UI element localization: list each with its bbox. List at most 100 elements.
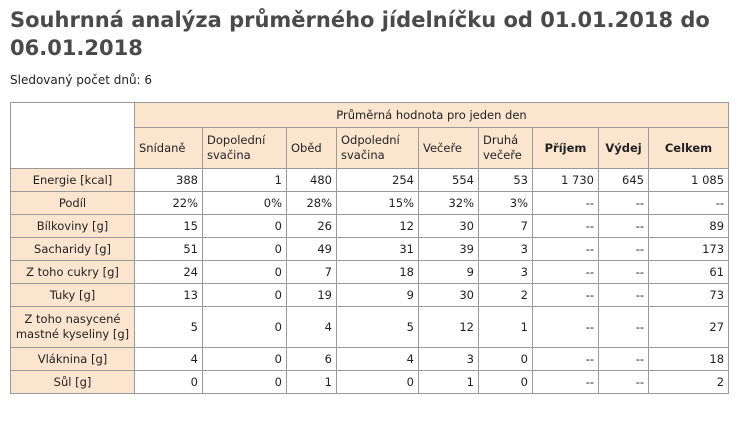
table-cell: -- [598,306,649,348]
table-cell: 39 [418,237,479,261]
table-cell: -- [532,283,599,307]
table-row: Sůl [g] 0 0 1 0 1 0 -- -- 2 [10,370,730,394]
table-cell: 18 [647,347,730,371]
col-header-vecere: Večeře [418,127,479,169]
table-row: Bílkoviny [g] 15 0 26 12 30 7 -- -- 89 [10,214,730,238]
row-label: Z toho cukry [g] [10,260,135,284]
table-cell: 7 [478,214,533,238]
table-cell: 12 [418,306,479,348]
table-cell: 0 [202,370,287,394]
row-label: Z toho nasycené mastné kyseliny [g] [10,306,135,348]
table-cell: 5 [336,306,419,348]
row-label: Podíl [10,191,135,215]
table-cell: 27 [647,306,730,348]
table-row: Podíl 22% 0% 28% 15% 32% 3% -- -- -- [10,191,730,215]
table-cell: 0 [478,370,533,394]
table-cell: 49 [286,237,337,261]
table-cell: 19 [286,283,337,307]
table-cell: -- [647,191,730,215]
table-cell: 18 [336,260,419,284]
table-cell: 6 [286,347,337,371]
table-cell: 3% [478,191,533,215]
days-count: Sledovaný počet dnů: 6 [10,73,153,87]
table-row: Z toho nasycené mastné kyseliny [g] 5 0 4 5 1… [10,306,730,348]
table-cell: 1 730 [532,168,599,192]
row-label: Vláknina [g] [10,347,135,371]
table-cell: 0 [202,347,287,371]
row-label: Sůl [g] [10,370,135,394]
table-cell: 9 [336,283,419,307]
table-cell: 31 [336,237,419,261]
table-cell: 24 [134,260,203,284]
col-header-druha-vecere: Druhá večeře [478,127,533,169]
table-cell: 0 [336,370,419,394]
group-header: Průměrná hodnota pro jeden den [133,102,730,128]
table-cell: 9 [418,260,479,284]
table-cell: -- [598,283,649,307]
table-cell: 0 [478,347,533,371]
table-cell: 30 [418,283,479,307]
table-row: Tuky [g] 13 0 19 9 30 2 -- -- 73 [10,283,730,307]
table-cell: 173 [647,237,730,261]
table-cell: 0 [202,214,287,238]
table-cell: 15% [336,191,419,215]
table-cell: 388 [134,168,203,192]
table-cell: 554 [418,168,479,192]
table-cell: 3 [478,260,533,284]
table-cell: 0 [202,283,287,307]
table-cell: -- [532,191,599,215]
summary-table: Průměrná hodnota pro jeden den Snídaně D… [10,102,730,394]
table-cell: 480 [286,168,337,192]
table-cell: -- [598,370,649,394]
table-cell: 73 [647,283,730,307]
table-cell: 645 [598,168,649,192]
row-label: Energie [kcal] [10,168,135,192]
table-cell: 28% [286,191,337,215]
table-cell: 51 [134,237,203,261]
table-cell: -- [532,347,599,371]
table-cell: -- [532,370,599,394]
table-cell: 32% [418,191,479,215]
table-cell: 2 [478,283,533,307]
table-cell: -- [598,214,649,238]
table-cell: -- [598,237,649,261]
table-cell: 0% [202,191,287,215]
table-cell: 4 [286,306,337,348]
table-cell: 4 [134,347,203,371]
table-row: Z toho cukry [g] 24 0 7 18 9 3 -- -- 61 [10,260,730,284]
row-label: Bílkoviny [g] [10,214,135,238]
table-row: Vláknina [g] 4 0 6 4 3 0 -- -- 18 [10,347,730,371]
page-title: Souhrnná analýza průměrného jídelníčku o… [10,8,710,60]
table-cell: 13 [134,283,203,307]
table-cell: 53 [478,168,533,192]
col-header-obed: Oběd [286,127,337,169]
table-cell: 15 [134,214,203,238]
table-cell: 30 [418,214,479,238]
corner-cell [10,102,135,169]
table-cell: 22% [134,191,203,215]
table-cell: -- [532,214,599,238]
col-header-vydej: Výdej [598,127,649,169]
col-header-prijem: Příjem [532,127,599,169]
row-label: Sacharidy [g] [10,237,135,261]
col-header-celkem: Celkem [647,127,730,169]
col-header-odpoledni-svacina: Odpolední svačina [336,127,419,169]
table-cell: 26 [286,214,337,238]
col-header-dopoledni-svacina: Dopolední svačina [202,127,287,169]
table-cell: 1 [418,370,479,394]
table-row: Sacharidy [g] 51 0 49 31 39 3 -- -- 173 [10,237,730,261]
table-cell: 4 [336,347,419,371]
table-cell: 0 [202,260,287,284]
table-cell: 2 [647,370,730,394]
col-header-snidane: Snídaně [134,127,203,169]
table-cell: -- [532,306,599,348]
table-cell: -- [532,237,599,261]
row-label: Tuky [g] [10,283,135,307]
table-cell: 7 [286,260,337,284]
table-cell: 89 [647,214,730,238]
table-cell: 5 [134,306,203,348]
table-cell: 1 [286,370,337,394]
table-cell: 61 [647,260,730,284]
table-row: Energie [kcal] 388 1 480 254 554 53 1 730 645 1 0… [10,168,730,192]
table-cell: 3 [478,237,533,261]
